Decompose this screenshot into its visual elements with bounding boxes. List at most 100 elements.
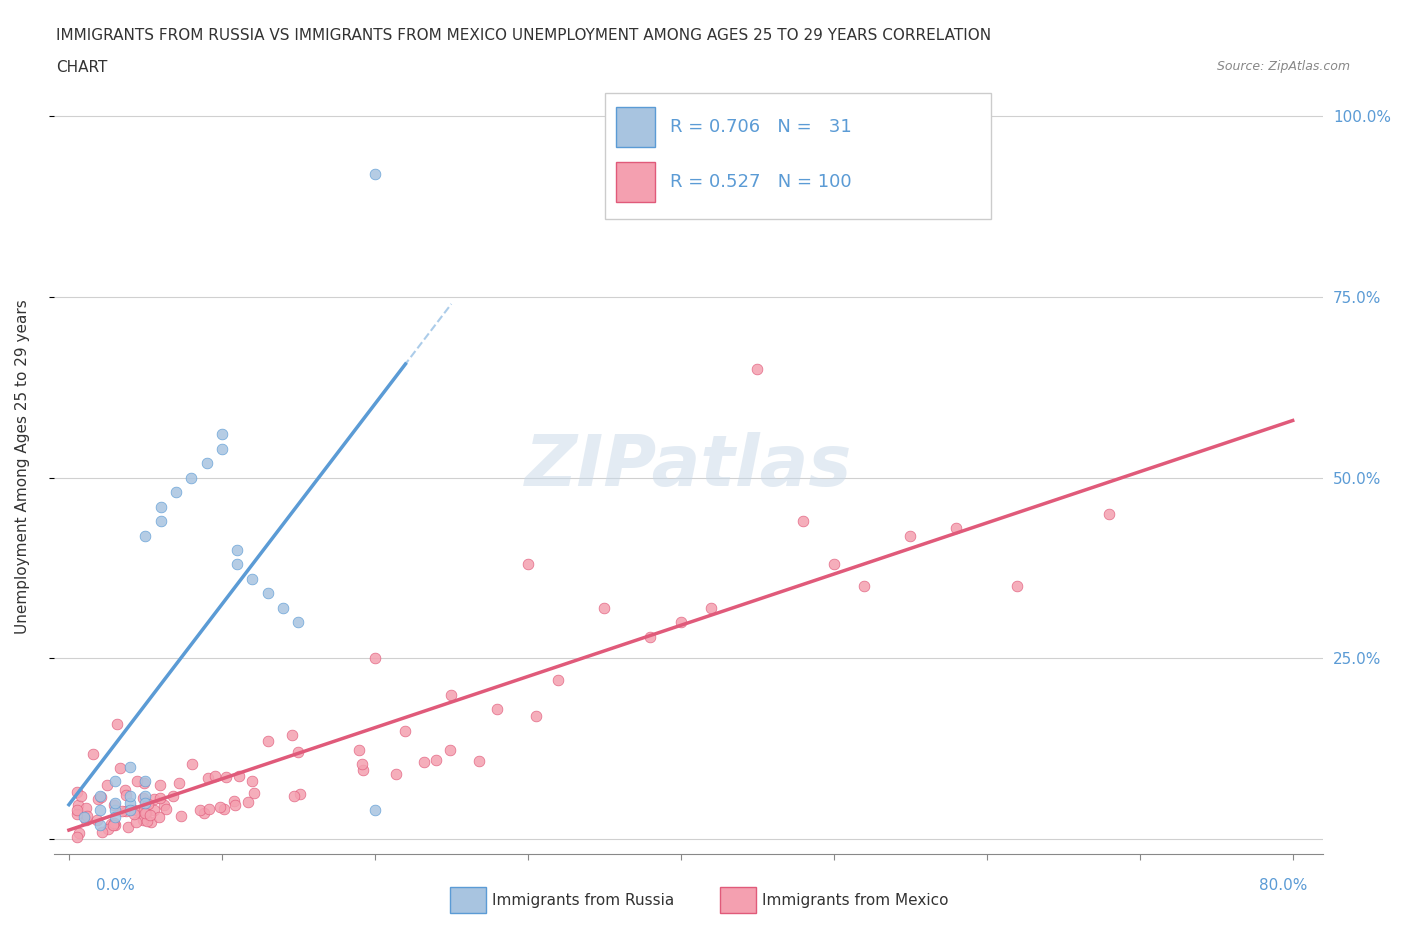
Point [197,770,219,785]
Point [214,802,236,817]
Text: IMMIGRANTS FROM RUSSIA VS IMMIGRANTS FROM MEXICO UNEMPLOYMENT AMONG AGES 25 TO 2: IMMIGRANTS FROM RUSSIA VS IMMIGRANTS FRO… [56,28,991,43]
Point [75,800,97,815]
Point [288,787,311,802]
Point [90,825,112,840]
Point [271,601,294,616]
Point [89,803,111,817]
Point [226,557,249,572]
Point [1098,507,1121,522]
Point [211,427,233,442]
Point [149,777,172,792]
Point [486,701,509,716]
Bar [720,887,756,913]
Text: ZIPatlas: ZIPatlas [524,432,852,501]
Point [134,789,156,804]
Point [134,774,156,789]
Point [114,783,136,798]
Bar [616,162,655,202]
Point [66,785,89,800]
Point [120,803,142,817]
Point [67,797,90,812]
Point [135,805,157,820]
Point [181,756,204,771]
Point [352,756,374,771]
Point [792,513,814,528]
Point [287,745,309,760]
Point [243,785,266,800]
Point [853,578,876,593]
Point [180,471,202,485]
Text: R = 0.527   N = 100: R = 0.527 N = 100 [671,173,852,192]
Point [224,797,246,812]
Point [224,793,246,808]
Point [524,709,547,724]
Point [65,830,87,844]
Point [149,499,172,514]
Point [104,803,127,817]
Point [215,770,238,785]
Point [65,803,87,817]
Point [65,807,87,822]
Point [125,815,148,830]
Point [142,791,165,806]
Y-axis label: Unemployment Among Ages 25 to 29 years: Unemployment Among Ages 25 to 29 years [15,299,30,634]
Point [242,774,264,789]
Point [283,789,305,804]
Point [69,789,91,804]
Point [198,802,221,817]
Point [86,813,108,828]
Point [155,802,177,817]
Point [105,716,128,731]
Point [440,687,463,702]
Text: Source: ZipAtlas.com: Source: ZipAtlas.com [1216,60,1350,73]
Bar [616,107,655,147]
Point [100,817,122,831]
Point [468,754,491,769]
Point [280,728,302,743]
Point [638,630,661,644]
Point [236,795,259,810]
Point [204,768,226,783]
Text: Immigrants from Russia: Immigrants from Russia [492,893,675,908]
Text: 0.0%: 0.0% [96,878,135,893]
Point [73,810,96,825]
Point [128,805,150,820]
Point [256,586,278,601]
Point [131,812,153,827]
Point [352,763,374,777]
Point [385,766,408,781]
Point [226,542,249,557]
Point [149,790,172,805]
Point [347,742,370,757]
Point [170,809,193,824]
Point [898,528,921,543]
Point [134,805,156,820]
Point [1007,578,1029,593]
Point [89,817,111,832]
Point [120,760,142,775]
FancyBboxPatch shape [605,93,991,219]
Point [132,776,155,790]
Point [125,774,148,789]
Point [76,809,98,824]
Point [120,789,142,804]
Point [120,795,142,810]
Point [211,442,233,457]
Point [148,810,170,825]
Point [114,788,136,803]
Point [425,752,447,767]
Point [103,816,125,830]
Point [136,796,159,811]
Point [413,755,436,770]
Point [209,799,232,814]
Point [96,777,118,792]
Point [152,798,174,813]
Point [364,166,387,181]
Point [195,456,218,471]
Point [167,776,190,790]
Point [439,742,461,757]
Point [87,791,110,806]
Point [287,615,309,630]
Point [165,485,187,499]
Point [669,615,692,630]
